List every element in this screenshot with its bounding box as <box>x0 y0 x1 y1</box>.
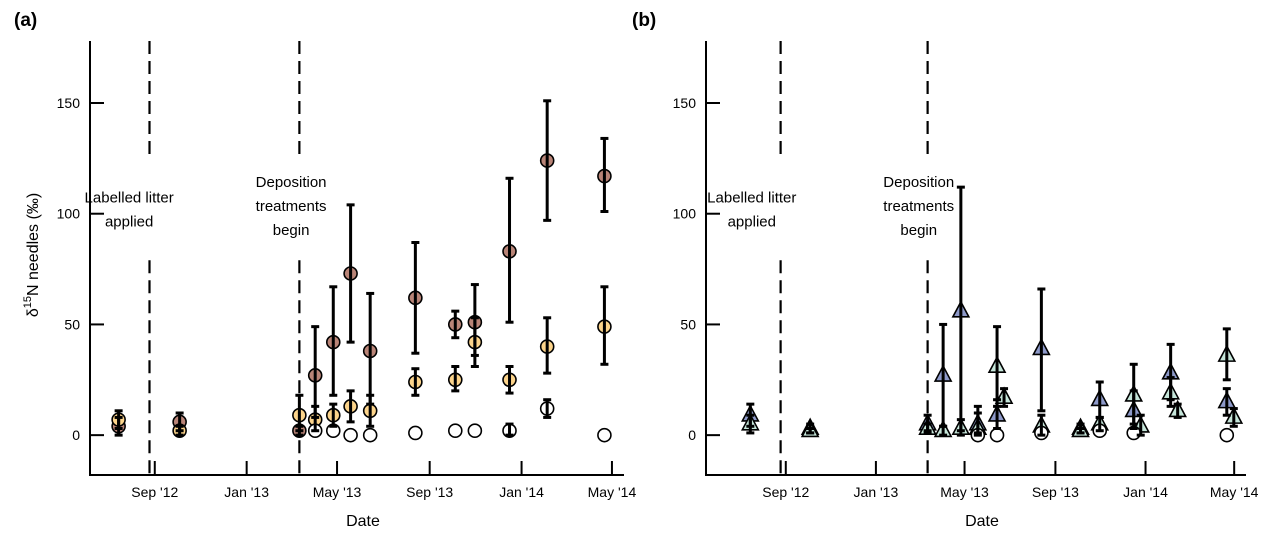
y-axis-title-rest: N needles (‰) <box>25 193 42 296</box>
annotation-line: treatments <box>256 198 327 215</box>
panel-b: (b) 0 50 100 150 Sep '12 Jan '13 May '13 Sep '13… <box>632 10 1259 530</box>
x-tick-label: Sep '13 <box>406 484 453 500</box>
annotation-line: Labelled litter <box>707 190 796 207</box>
annotation-line: Deposition <box>256 174 327 191</box>
y-tick-label: 150 <box>57 95 81 111</box>
y-tick-label: 0 <box>688 427 696 443</box>
x-tick-label: Sep '13 <box>1032 484 1079 500</box>
data-point-circle <box>408 425 423 441</box>
annotation-line: Labelled litter <box>85 190 174 207</box>
x-axis-title: Date <box>346 513 380 530</box>
x-tick-label: May '14 <box>588 484 637 500</box>
annotation-line: applied <box>105 214 153 231</box>
annotation-line: treatments <box>883 198 954 215</box>
data-point-circle <box>343 427 358 443</box>
x-axis-title: Date <box>965 513 999 530</box>
annotation-line: begin <box>900 222 937 239</box>
x-tick-label: Jan '14 <box>1123 484 1168 500</box>
data-point-circle <box>597 427 612 443</box>
annotation-line: Deposition <box>883 174 954 191</box>
panel-label: (a) <box>14 10 37 31</box>
data-point-circle <box>1219 427 1235 443</box>
data-point-circle <box>447 423 463 439</box>
x-tick-label: Jan '13 <box>854 484 899 500</box>
x-tick-label: Sep '12 <box>131 484 178 500</box>
annotation-line: begin <box>273 222 310 239</box>
y-axis-title-superscript: 15 <box>22 296 34 308</box>
x-tick-label: Jan '13 <box>224 484 269 500</box>
y-axis-title: δ15N needles (‰) <box>22 193 42 317</box>
markers <box>740 300 1244 443</box>
y-tick-label: 50 <box>64 316 80 332</box>
annotation-line: applied <box>728 214 776 231</box>
x-tick-label: Jan '14 <box>499 484 544 500</box>
data-point-circle <box>362 427 378 443</box>
y-tick-label: 100 <box>673 206 697 222</box>
x-tick-label: May '14 <box>1210 484 1259 500</box>
y-axis-title-delta: δ <box>25 308 42 317</box>
y-tick-label: 100 <box>57 206 81 222</box>
data-point-circle <box>989 427 1005 443</box>
x-tick-label: Sep '12 <box>762 484 809 500</box>
data-point-circle <box>467 423 483 439</box>
x-tick-label: May '13 <box>940 484 989 500</box>
panel-label: (b) <box>632 10 656 31</box>
markers <box>111 153 612 443</box>
y-tick-label: 50 <box>680 316 696 332</box>
panel-a: (a) 0 50 100 150 Sep '12 Jan '13 May '13 Sep '13… <box>14 10 636 530</box>
y-tick-label: 150 <box>673 95 697 111</box>
x-tick-label: May '13 <box>313 484 362 500</box>
y-tick-label: 0 <box>72 427 80 443</box>
